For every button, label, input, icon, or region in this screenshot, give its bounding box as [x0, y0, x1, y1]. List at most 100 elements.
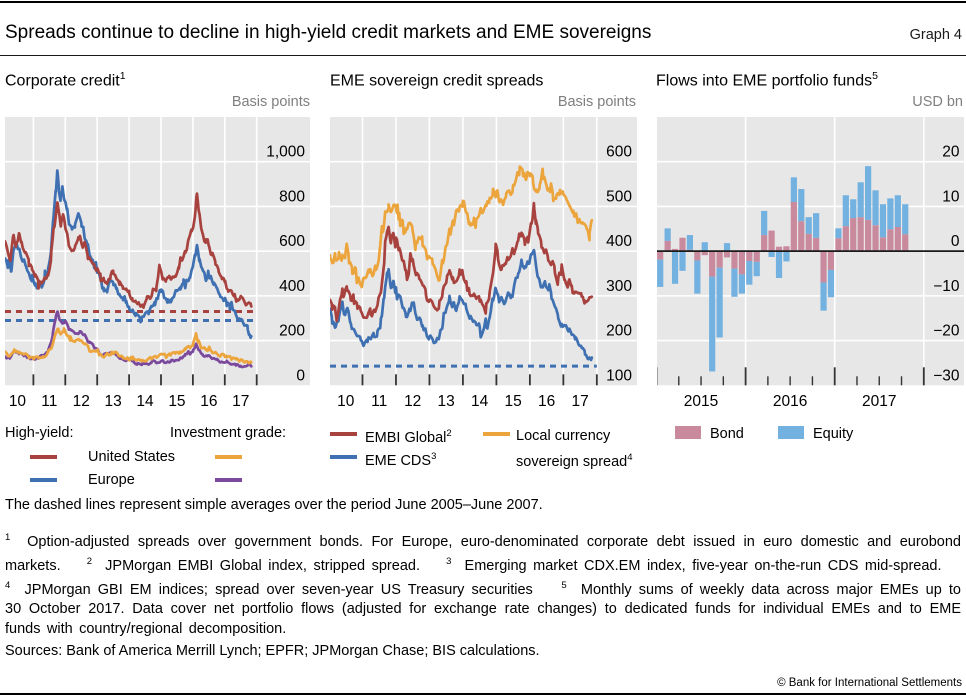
equity-bar-2015-07	[701, 242, 708, 252]
y-tick-label: 400	[606, 233, 632, 250]
y-axis-labels: 100 200 300 400 500 600	[606, 144, 632, 385]
panel2-unit-label: Basis points	[557, 94, 636, 110]
bond-bar-2017-08	[886, 229, 893, 252]
bond-bar-2016-10	[812, 237, 819, 252]
panel3-title-footnote-ref: 5	[872, 70, 878, 82]
y-tick-label: 0	[296, 367, 305, 384]
equity-bar-2016-12	[827, 269, 834, 298]
bond-bar-2016-09	[805, 233, 812, 252]
equity-bar-2015-08	[708, 276, 715, 372]
equity-bar-2017-10	[901, 204, 908, 235]
legend3-bond-label: Bond	[710, 426, 744, 442]
series-line-investment-grade-united-states	[5, 326, 253, 365]
legend1-us-high-yield-swatch	[30, 455, 57, 459]
equity-bar-2016-10	[812, 213, 819, 238]
x-tick-label: 11	[371, 393, 387, 410]
sources-line: Sources: Bank of America Merrill Lynch; …	[5, 643, 540, 659]
panel1-title: Corporate credit1	[5, 66, 126, 91]
eme-portfolio-flows-chart: −30 −20 −10 0 10 20 2015 2016 2017	[656, 117, 964, 410]
plot-area	[329, 165, 597, 368]
legend2-embi-swatch	[330, 432, 357, 436]
panel2-title: EME sovereign credit spreads	[330, 66, 543, 91]
equity-bar-2016-08	[797, 188, 804, 222]
legend3-equity-swatch	[778, 426, 804, 439]
equity-bar-2015-05	[686, 235, 693, 250]
legend2-local-currency-footnote-ref: 4	[627, 452, 633, 463]
equity-bar-2015-01	[656, 259, 663, 287]
equity-bar-2017-05	[864, 166, 871, 220]
y-tick-label: 300	[606, 278, 632, 295]
x-tick-label: 11	[41, 393, 57, 410]
x-axis-ticks	[32, 374, 258, 386]
x-tick-label: 2015	[683, 393, 717, 410]
equity-bar-2016-01	[745, 260, 752, 285]
equity-bar-2015-03	[671, 251, 678, 284]
equity-bar-2016-05	[775, 251, 782, 278]
y-tick-label: 600	[279, 233, 305, 250]
y-tick-label: −20	[933, 323, 960, 340]
x-tick-label: 16	[200, 393, 217, 410]
y-tick-label: −10	[933, 278, 960, 295]
equity-bar-2017-02	[842, 195, 849, 227]
series-line-high-yield-united-states	[5, 192, 253, 309]
footnote-1-text: Option-adjusted spreads over government …	[5, 533, 961, 574]
y-tick-label: 500	[606, 188, 632, 205]
legend2-cds-label: EME CDS3	[365, 448, 436, 470]
y-tick-label: 20	[942, 144, 960, 161]
bond-bar-2017-09	[894, 227, 901, 252]
legend2-cds-label-text: EME CDS	[365, 452, 432, 469]
x-tick-label: 10	[9, 393, 27, 410]
footnote-3-marker: 3	[446, 555, 452, 567]
legend2-local-currency-label-text: Local currency sovereign spread	[516, 428, 628, 470]
top-border-rule	[0, 1, 966, 3]
footnote-separator	[533, 581, 562, 597]
footnote-separator	[420, 558, 446, 574]
x-axis-ticks	[656, 367, 925, 386]
bond-bar-2017-10	[901, 234, 908, 252]
legend1-us-investment-grade-swatch	[215, 455, 242, 459]
x-axis-labels: 10 11 12 13 14 15 16 17	[337, 393, 589, 410]
equity-bar-2016-06	[782, 251, 790, 262]
equity-bar-2015-11	[730, 268, 738, 297]
legend2-cds-swatch	[330, 455, 357, 459]
bond-bar-2015-08	[708, 251, 715, 277]
bond-bar-2015-01	[656, 251, 663, 260]
bond-bar-2017-06	[871, 225, 879, 252]
legend2-local-currency-swatch	[483, 432, 510, 436]
x-tick-label: 12	[73, 393, 90, 410]
equity-bar-2016-03	[760, 210, 767, 236]
eme-sovereign-spreads-chart: 100 200 300 400 500 600 10 11 12 13 14 15 16 17	[329, 117, 637, 410]
equity-bar-2017-08	[886, 198, 893, 230]
footnote-2-marker: 2	[86, 555, 93, 567]
panel1-title-text: Corporate credit	[5, 72, 120, 90]
legend2-cds-footnote-ref: 3	[431, 451, 437, 462]
x-tick-label: 2017	[862, 393, 896, 410]
header-divider-rule	[0, 55, 966, 56]
series-line-high-yield-europe	[5, 169, 253, 340]
dashed-lines-note: The dashed lines represent simple averag…	[5, 497, 543, 513]
x-axis-labels: 10 11 12 13 14 15 16 17	[9, 393, 250, 410]
equity-bar-2016-11	[819, 282, 827, 311]
bond-bar-2017-04	[857, 217, 864, 252]
y-axis-labels: 0 200 400 600 800 1,000	[266, 144, 305, 385]
bond-bar-2017-02	[842, 226, 849, 252]
legend2-local-currency-label: Local currency sovereign spread4	[516, 425, 648, 473]
bond-bar-2016-02	[753, 251, 760, 262]
y-tick-label: 800	[279, 188, 305, 205]
footnotes-paragraph: 1 Option-adjusted spreads over governmen…	[5, 528, 961, 639]
bond-bar-2017-05	[864, 219, 871, 252]
footnote-5-marker: 5	[561, 579, 567, 591]
panel1-unit-label: Basis points	[231, 94, 310, 110]
legend2-embi-label-text: EMBI Global	[365, 429, 447, 446]
footnote-separator	[61, 558, 87, 574]
bond-bar-2015-10	[723, 251, 730, 258]
bond-bar-2016-06	[782, 246, 790, 252]
y-tick-label: 200	[606, 323, 632, 340]
y-tick-label: 1,000	[266, 144, 305, 161]
legend1-us-label: United States	[88, 449, 176, 465]
equity-bar-2017-07	[879, 204, 886, 238]
bond-bar-2016-03	[760, 235, 767, 252]
bond-bar-2017-01	[834, 238, 842, 252]
footnote-1-marker: 1	[5, 532, 11, 543]
equity-bar-2015-02	[664, 228, 671, 241]
